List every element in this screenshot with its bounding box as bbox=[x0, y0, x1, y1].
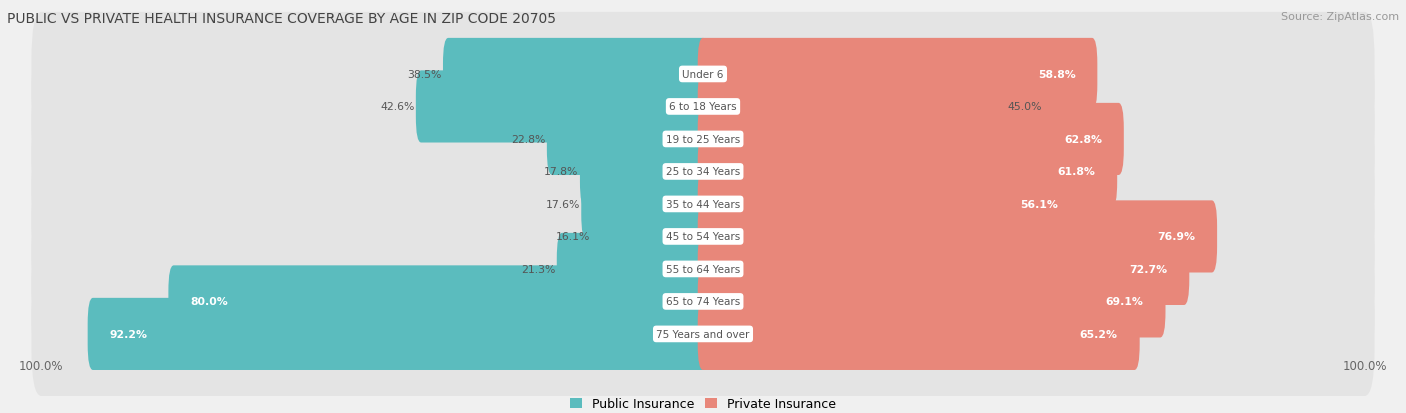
Text: 35 to 44 Years: 35 to 44 Years bbox=[666, 199, 740, 209]
FancyBboxPatch shape bbox=[547, 104, 709, 176]
FancyBboxPatch shape bbox=[31, 142, 1375, 266]
FancyBboxPatch shape bbox=[87, 298, 709, 370]
FancyBboxPatch shape bbox=[31, 240, 1375, 363]
FancyBboxPatch shape bbox=[697, 266, 1166, 338]
FancyBboxPatch shape bbox=[697, 233, 1189, 305]
Text: 69.1%: 69.1% bbox=[1105, 297, 1143, 307]
FancyBboxPatch shape bbox=[697, 104, 1123, 176]
FancyBboxPatch shape bbox=[31, 110, 1375, 234]
FancyBboxPatch shape bbox=[697, 298, 1140, 370]
Text: 21.3%: 21.3% bbox=[522, 264, 555, 274]
FancyBboxPatch shape bbox=[31, 78, 1375, 202]
Text: 80.0%: 80.0% bbox=[190, 297, 228, 307]
Text: 92.2%: 92.2% bbox=[110, 329, 148, 339]
Text: 76.9%: 76.9% bbox=[1157, 232, 1195, 242]
FancyBboxPatch shape bbox=[31, 272, 1375, 396]
FancyBboxPatch shape bbox=[697, 169, 1080, 240]
Text: 45.0%: 45.0% bbox=[1007, 102, 1042, 112]
FancyBboxPatch shape bbox=[169, 266, 709, 338]
FancyBboxPatch shape bbox=[416, 71, 709, 143]
Text: 19 to 25 Years: 19 to 25 Years bbox=[666, 135, 740, 145]
Text: 58.8%: 58.8% bbox=[1038, 70, 1076, 80]
FancyBboxPatch shape bbox=[591, 201, 709, 273]
Text: 22.8%: 22.8% bbox=[512, 135, 546, 145]
FancyBboxPatch shape bbox=[697, 39, 1097, 111]
Text: 6 to 18 Years: 6 to 18 Years bbox=[669, 102, 737, 112]
Text: Under 6: Under 6 bbox=[682, 70, 724, 80]
FancyBboxPatch shape bbox=[581, 169, 709, 240]
Text: Source: ZipAtlas.com: Source: ZipAtlas.com bbox=[1281, 12, 1399, 22]
FancyBboxPatch shape bbox=[443, 39, 709, 111]
Text: 17.6%: 17.6% bbox=[546, 199, 579, 209]
Text: 25 to 34 Years: 25 to 34 Years bbox=[666, 167, 740, 177]
Legend: Public Insurance, Private Insurance: Public Insurance, Private Insurance bbox=[565, 392, 841, 413]
Text: 65 to 74 Years: 65 to 74 Years bbox=[666, 297, 740, 307]
FancyBboxPatch shape bbox=[31, 13, 1375, 137]
Text: 62.8%: 62.8% bbox=[1064, 135, 1102, 145]
FancyBboxPatch shape bbox=[579, 136, 709, 208]
FancyBboxPatch shape bbox=[31, 175, 1375, 299]
FancyBboxPatch shape bbox=[557, 233, 709, 305]
Text: 61.8%: 61.8% bbox=[1057, 167, 1095, 177]
Text: 17.8%: 17.8% bbox=[544, 167, 579, 177]
Text: 45 to 54 Years: 45 to 54 Years bbox=[666, 232, 740, 242]
FancyBboxPatch shape bbox=[697, 71, 1007, 143]
FancyBboxPatch shape bbox=[31, 45, 1375, 169]
Text: 65.2%: 65.2% bbox=[1080, 329, 1118, 339]
Text: 16.1%: 16.1% bbox=[555, 232, 591, 242]
Text: PUBLIC VS PRIVATE HEALTH INSURANCE COVERAGE BY AGE IN ZIP CODE 20705: PUBLIC VS PRIVATE HEALTH INSURANCE COVER… bbox=[7, 12, 555, 26]
Text: 55 to 64 Years: 55 to 64 Years bbox=[666, 264, 740, 274]
Text: 75 Years and over: 75 Years and over bbox=[657, 329, 749, 339]
FancyBboxPatch shape bbox=[697, 136, 1118, 208]
Text: 42.6%: 42.6% bbox=[380, 102, 415, 112]
Text: 56.1%: 56.1% bbox=[1019, 199, 1057, 209]
Text: 72.7%: 72.7% bbox=[1129, 264, 1167, 274]
Text: 38.5%: 38.5% bbox=[408, 70, 441, 80]
FancyBboxPatch shape bbox=[697, 201, 1218, 273]
FancyBboxPatch shape bbox=[31, 207, 1375, 331]
